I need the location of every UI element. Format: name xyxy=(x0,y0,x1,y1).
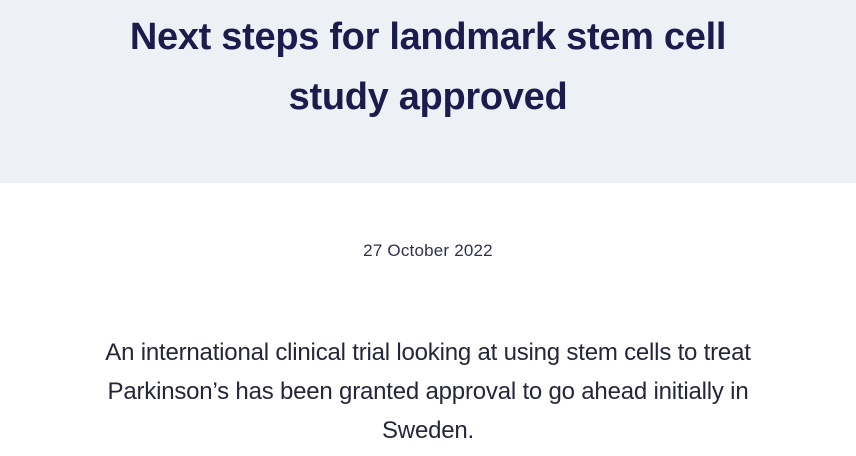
hero-banner: Next steps for landmark stem cell study … xyxy=(0,0,856,183)
page-title: Next steps for landmark stem cell study … xyxy=(0,7,856,127)
page-title-line-1: Next steps for landmark stem cell xyxy=(129,16,727,58)
article-intro-line-2: Parkinson’s has been granted approval to… xyxy=(107,378,749,405)
article-intro: An international clinical trial looking … xyxy=(0,333,856,450)
page-title-line-2: study approved xyxy=(288,76,568,118)
article-body: 27 October 2022 An international clinica… xyxy=(0,241,856,450)
article-intro-line-3: Sweden. xyxy=(382,417,474,444)
article-intro-line-1: An international clinical trial looking … xyxy=(105,339,751,366)
article-date: 27 October 2022 xyxy=(363,241,493,260)
